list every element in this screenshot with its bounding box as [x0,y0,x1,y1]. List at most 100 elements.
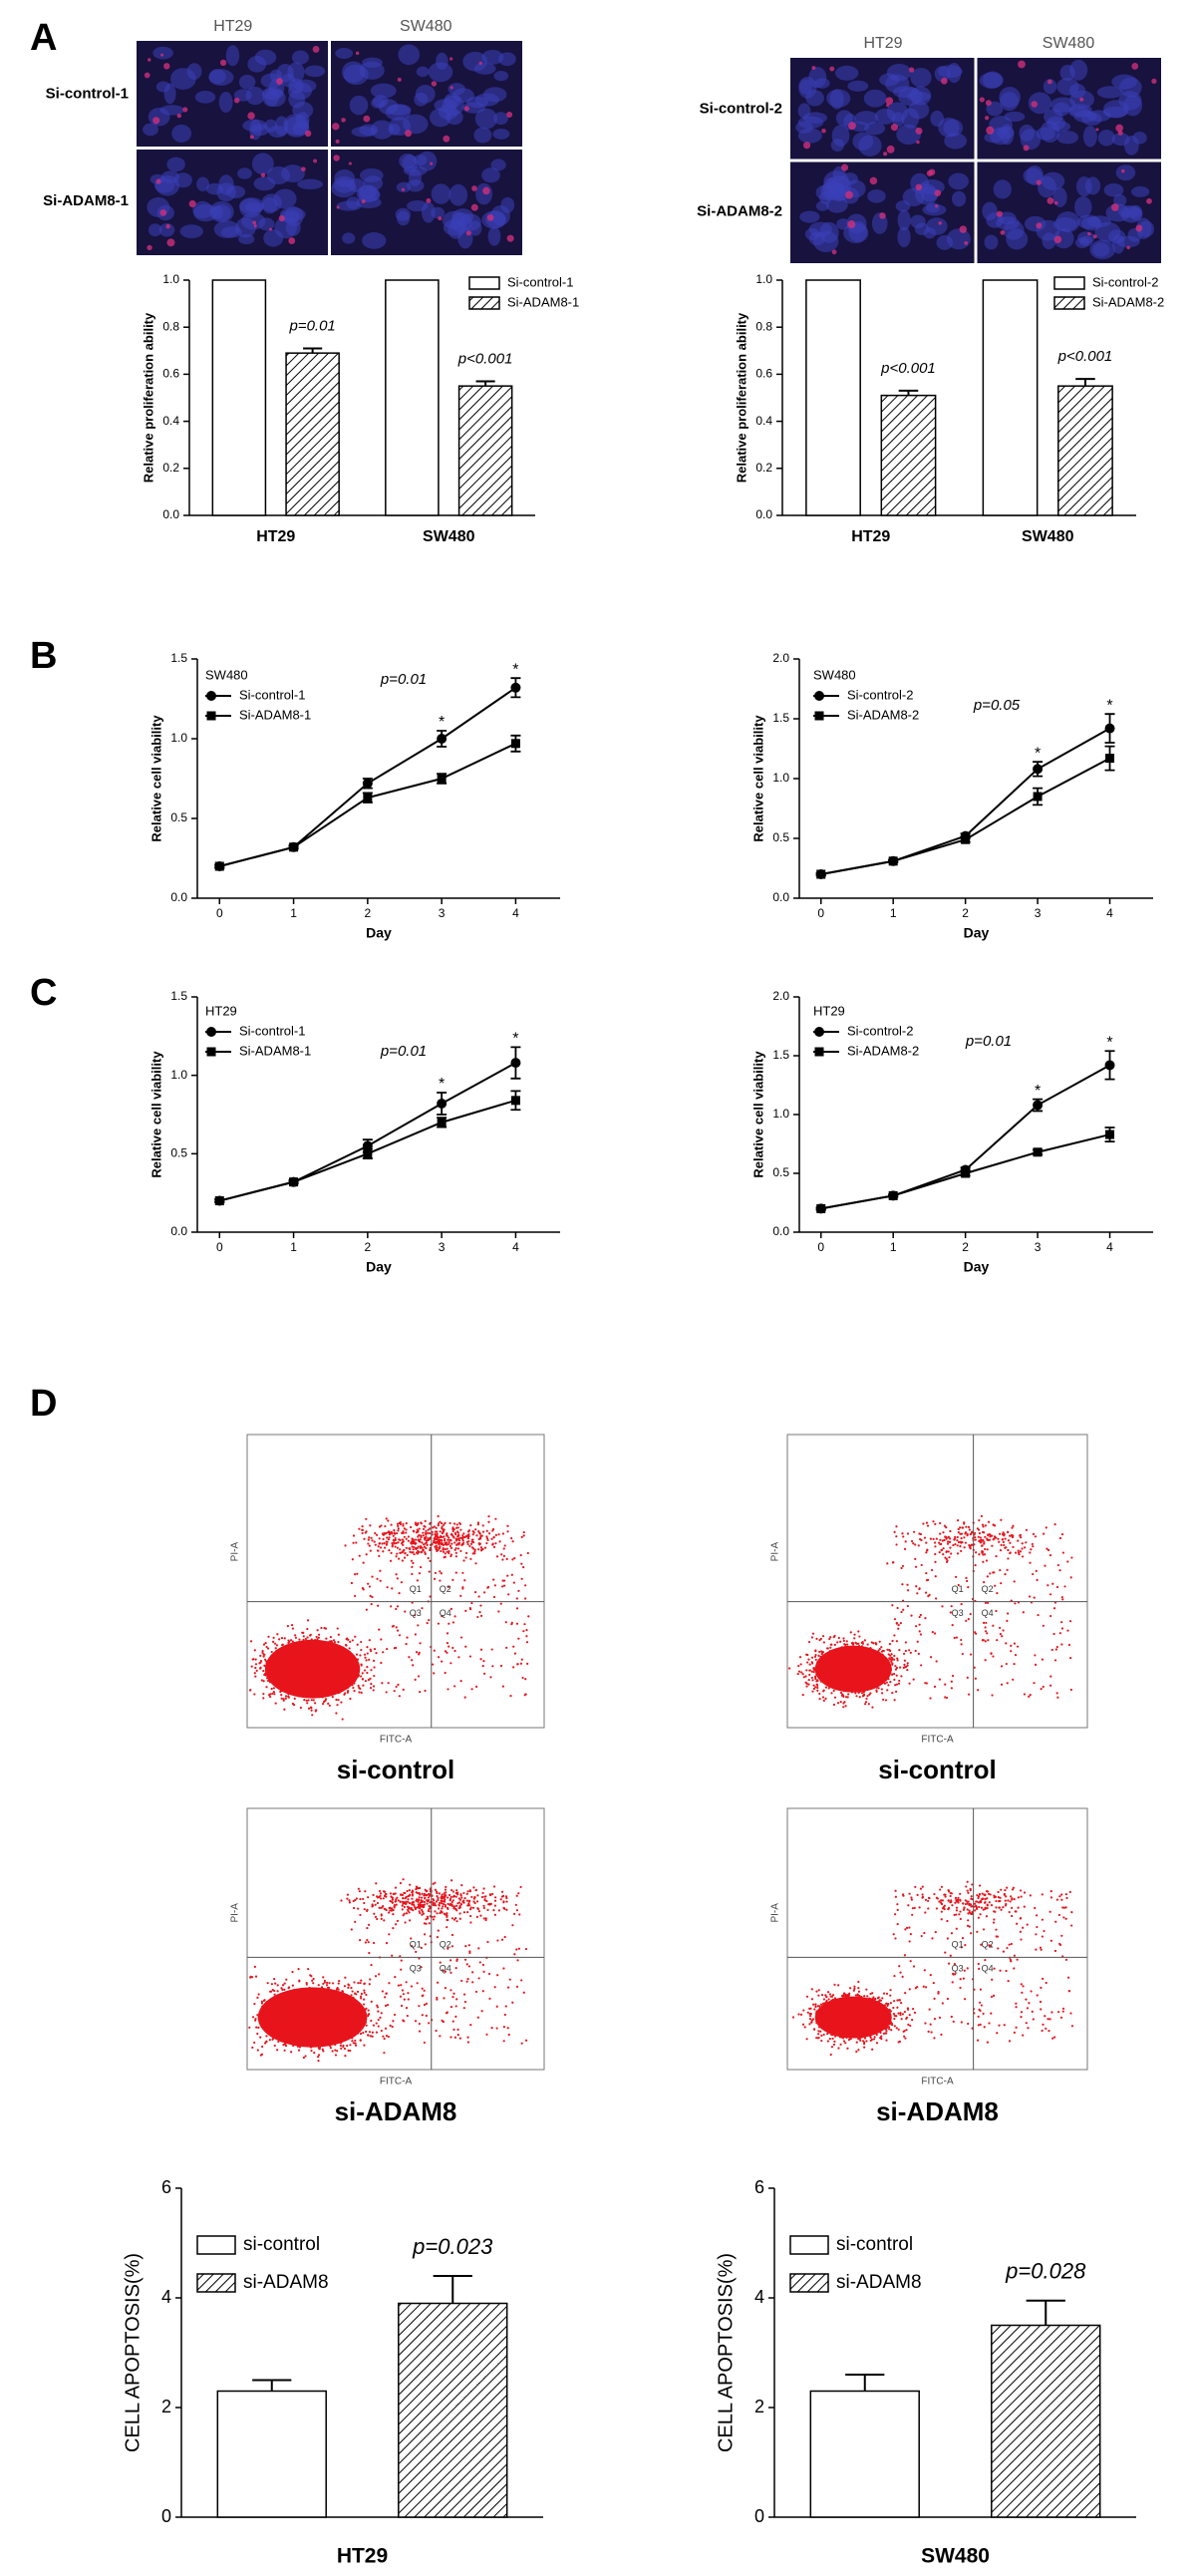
nucleus [1078,235,1093,247]
event-dot [277,2031,280,2034]
event-dot [482,1672,486,1675]
event-dot [287,1639,290,1642]
event-dot [1040,1688,1043,1691]
event-dot [1069,1656,1072,1660]
event-dot [348,1653,351,1657]
event-dot [816,1661,819,1664]
event-dot [859,1673,862,1676]
event-dot [440,1902,444,1905]
event-dot [453,1541,456,1544]
event-dot [1037,1613,1040,1617]
nucleus [1056,131,1079,145]
event-dot [393,1528,396,1532]
event-dot [524,1584,527,1587]
event-dot [482,1904,485,1907]
event-dot [463,1579,466,1582]
stain-spot [1110,203,1119,211]
event-dot [278,1654,281,1657]
event-dot [839,1654,842,1657]
event-dot [343,1665,346,1668]
event-dot [346,1651,350,1654]
event-dot [292,2044,295,2048]
event-dot [273,1993,276,1996]
event-dot [873,1678,877,1681]
event-dot [853,1633,856,1636]
event-dot [415,1651,419,1654]
stain-spot [915,183,923,191]
event-dot [851,1688,854,1691]
event-dot [390,1523,393,1526]
event-dot [352,1541,355,1544]
event-dot [471,1971,474,1974]
event-dot [1060,1627,1064,1630]
event-dot [275,1672,278,1675]
event-dot [293,2023,296,2026]
event-dot [300,1990,303,1993]
event-dot [834,1650,837,1653]
event-dot [318,1641,321,1644]
event-dot [814,1676,817,1679]
event-dot [897,1627,900,1630]
event-dot [470,1601,473,1605]
event-dot [485,1529,488,1532]
event-dot [525,1635,528,1638]
event-dot [398,1557,401,1560]
event-dot [465,1892,468,1895]
event-dot [444,1898,447,1901]
event-dot [422,1531,425,1534]
event-dot [479,1546,483,1549]
stain-spot [1151,78,1157,85]
event-dot [257,1993,260,1996]
event-dot [467,1900,470,1903]
event-dot [272,1667,276,1670]
event-dot [1034,1663,1038,1666]
event-dot [248,2026,251,2029]
nucleus [493,112,509,126]
event-dot [854,1668,857,1671]
event-dot [268,1681,272,1684]
event-dot [360,1640,363,1644]
event-dot [276,1684,279,1688]
event-dot [273,2025,276,2028]
event-dot [362,1588,365,1591]
event-dot [864,1703,867,1706]
event-dot [968,1528,971,1531]
nucleus [414,92,429,107]
event-dot [387,1530,390,1533]
event-dot [446,1632,449,1635]
event-dot [359,1654,362,1657]
event-dot [844,1651,847,1654]
nucleus [922,203,947,216]
event-dot [1011,1526,1014,1529]
event-dot [295,2028,299,2032]
event-dot [857,1682,860,1685]
event-dot [442,1905,445,1908]
event-dot [502,2040,505,2043]
event-dot [846,1647,850,1650]
event-dot [306,1627,309,1631]
nucleus [944,133,968,150]
nucleus [210,205,224,219]
stain-spot [341,118,346,123]
nucleus [372,95,389,108]
event-dot [357,1982,360,1985]
event-dot [372,2024,375,2027]
event-dot [439,2035,442,2038]
nucleus [863,89,887,108]
event-dot [355,2017,358,2020]
event-dot [461,1571,464,1574]
event-dot [432,1897,435,1901]
event-dot [402,1522,405,1526]
nucleus [1068,83,1086,99]
event-dot [413,1530,416,1533]
event-dot [271,2037,274,2041]
event-dot [463,1897,466,1900]
event-dot [414,1538,418,1541]
event-dot [864,1657,868,1660]
event-dot [426,1902,429,1905]
event-dot [867,1654,870,1658]
event-dot [875,1670,878,1673]
event-dot [387,2035,390,2039]
stain-spot [1046,79,1052,85]
event-dot [376,1917,379,1921]
